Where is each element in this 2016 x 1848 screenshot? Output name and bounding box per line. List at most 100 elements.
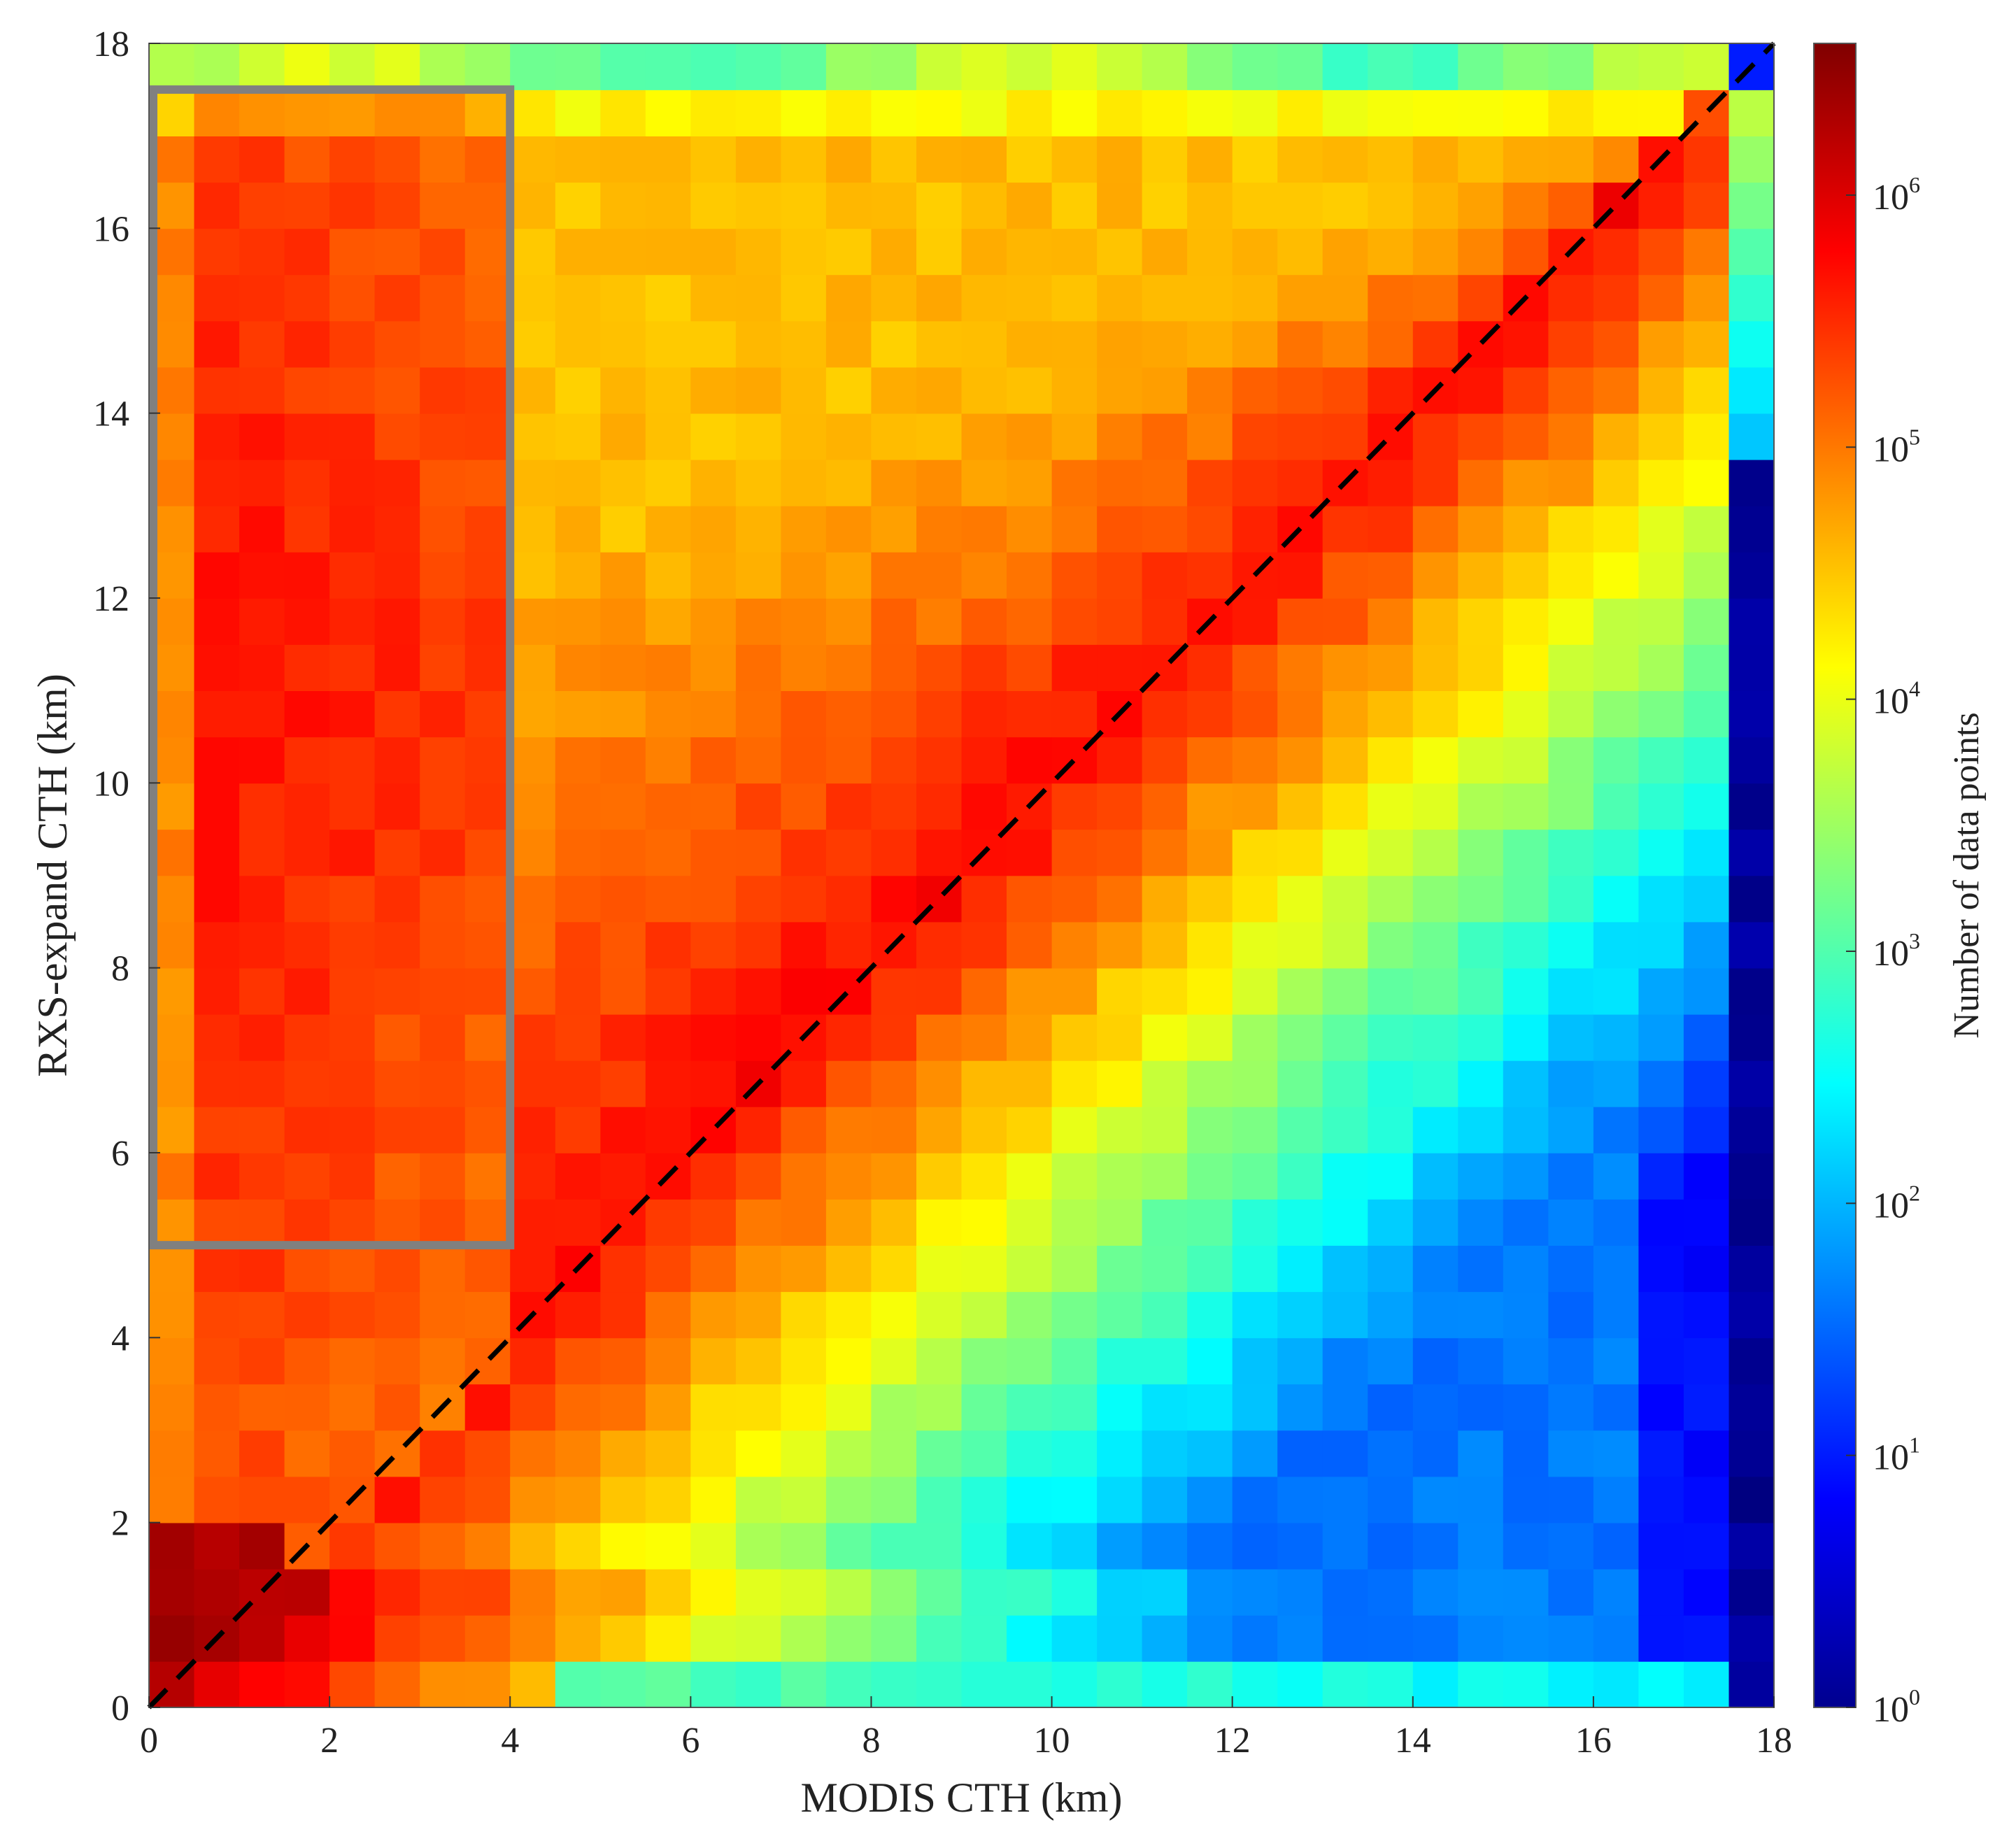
heatmap-cell: [1683, 413, 1730, 460]
heatmap-cell: [510, 1430, 556, 1477]
heatmap-cell: [735, 228, 782, 276]
heatmap-cell: [1638, 413, 1684, 460]
heatmap-cell: [239, 182, 285, 229]
heatmap-cell: [420, 90, 466, 136]
heatmap-cell: [1187, 320, 1233, 368]
heatmap-cell: [1097, 274, 1143, 322]
heatmap-cell: [781, 1430, 827, 1477]
heatmap-cell: [1187, 737, 1233, 784]
heatmap-cell: [1277, 367, 1323, 414]
heatmap-cell: [735, 1568, 782, 1616]
heatmap-cell: [871, 1522, 917, 1570]
heatmap-cell: [239, 921, 285, 969]
heatmap-cell: [1142, 136, 1188, 183]
heatmap-cell: [555, 320, 602, 368]
heatmap-cell: [871, 1614, 917, 1662]
heatmap-cell: [871, 413, 917, 460]
y-tick-label: 2: [111, 1504, 129, 1544]
heatmap-cell: [1277, 1153, 1323, 1200]
heatmap-cell: [916, 413, 963, 460]
heatmap-cell: [555, 1060, 602, 1107]
heatmap-cell: [781, 1614, 827, 1662]
heatmap-cell: [1187, 228, 1233, 276]
heatmap-cell: [510, 182, 556, 229]
heatmap-cell: [1412, 1337, 1459, 1385]
heatmap-cell: [1277, 644, 1323, 691]
heatmap-cell: [645, 1476, 692, 1523]
heatmap-cell: [871, 459, 917, 506]
heatmap-cell: [916, 551, 963, 599]
heatmap-cell: [329, 1337, 376, 1385]
heatmap-cell: [781, 1384, 827, 1431]
colorbar-tick-label: 104: [1873, 676, 1920, 722]
heatmap-cell: [1322, 967, 1368, 1015]
heatmap-cell: [871, 90, 917, 136]
heatmap-cell: [1322, 737, 1368, 784]
heatmap-cell: [329, 1384, 376, 1431]
heatmap-cell: [1638, 644, 1684, 691]
heatmap-cell: [1232, 182, 1278, 229]
heatmap-cell: [735, 1106, 782, 1153]
heatmap-cell: [690, 367, 737, 414]
heatmap-cell: [1142, 1106, 1188, 1153]
heatmap-cell: [1412, 1291, 1459, 1339]
heatmap-cell: [690, 413, 737, 460]
heatmap-cell: [825, 1245, 872, 1293]
heatmap-cell: [600, 921, 646, 969]
heatmap-cell: [1232, 1430, 1278, 1477]
heatmap-cell: [284, 1106, 330, 1153]
heatmap-cell: [510, 1568, 556, 1616]
heatmap-cell: [1232, 1106, 1278, 1153]
heatmap-cell: [690, 43, 737, 90]
heatmap-cell: [1097, 1291, 1143, 1339]
heatmap-cell: [1593, 413, 1640, 460]
heatmap-cell: [1368, 505, 1414, 553]
heatmap-cell: [1548, 90, 1594, 136]
heatmap-cell: [1277, 921, 1323, 969]
heatmap-cell: [1232, 1568, 1278, 1616]
heatmap-cell: [690, 921, 737, 969]
heatmap-cell: [284, 136, 330, 183]
heatmap-cell: [690, 459, 737, 506]
heatmap-cell: [464, 274, 511, 322]
heatmap-cell: [645, 1014, 692, 1061]
heatmap-cell: [194, 598, 240, 645]
heatmap-cell: [1097, 875, 1143, 923]
heatmap-cell: [194, 921, 240, 969]
heatmap-cell: [690, 1614, 737, 1662]
heatmap-cell: [464, 1153, 511, 1200]
heatmap-cell: [1728, 228, 1775, 276]
heatmap-cell: [284, 182, 330, 229]
heatmap-cell: [1007, 1106, 1053, 1153]
heatmap-cell: [374, 367, 420, 414]
heatmap-cell: [1368, 1291, 1414, 1339]
heatmap-cell: [1412, 1661, 1459, 1708]
heatmap-cell: [1051, 136, 1098, 183]
heatmap-cell: [1368, 320, 1414, 368]
heatmap-cell: [600, 1337, 646, 1385]
heatmap-cell: [645, 598, 692, 645]
heatmap-cell: [374, 1384, 420, 1431]
heatmap-cell: [329, 1245, 376, 1293]
heatmap-cell: [1412, 1430, 1459, 1477]
heatmap-cell: [1051, 90, 1098, 136]
heatmap-cell: [916, 136, 963, 183]
x-tick-label: 16: [1575, 1721, 1612, 1761]
heatmap-cell: [284, 1430, 330, 1477]
heatmap-cell: [600, 737, 646, 784]
heatmap-cell: [600, 1614, 646, 1662]
heatmap-cell: [1728, 967, 1775, 1015]
heatmap-cell: [961, 1291, 1007, 1339]
heatmap-cell: [961, 551, 1007, 599]
heatmap-cell: [781, 228, 827, 276]
heatmap-cell: [781, 551, 827, 599]
heatmap-cell: [239, 1106, 285, 1153]
heatmap-cell: [555, 367, 602, 414]
heatmap-cell: [1277, 1245, 1323, 1293]
heatmap-cell: [1593, 320, 1640, 368]
heatmap-cell: [1503, 829, 1549, 876]
heatmap-cell: [1593, 1153, 1640, 1200]
heatmap-cell: [1368, 228, 1414, 276]
heatmap-cell: [1007, 967, 1053, 1015]
heatmap-cell: [374, 1476, 420, 1523]
